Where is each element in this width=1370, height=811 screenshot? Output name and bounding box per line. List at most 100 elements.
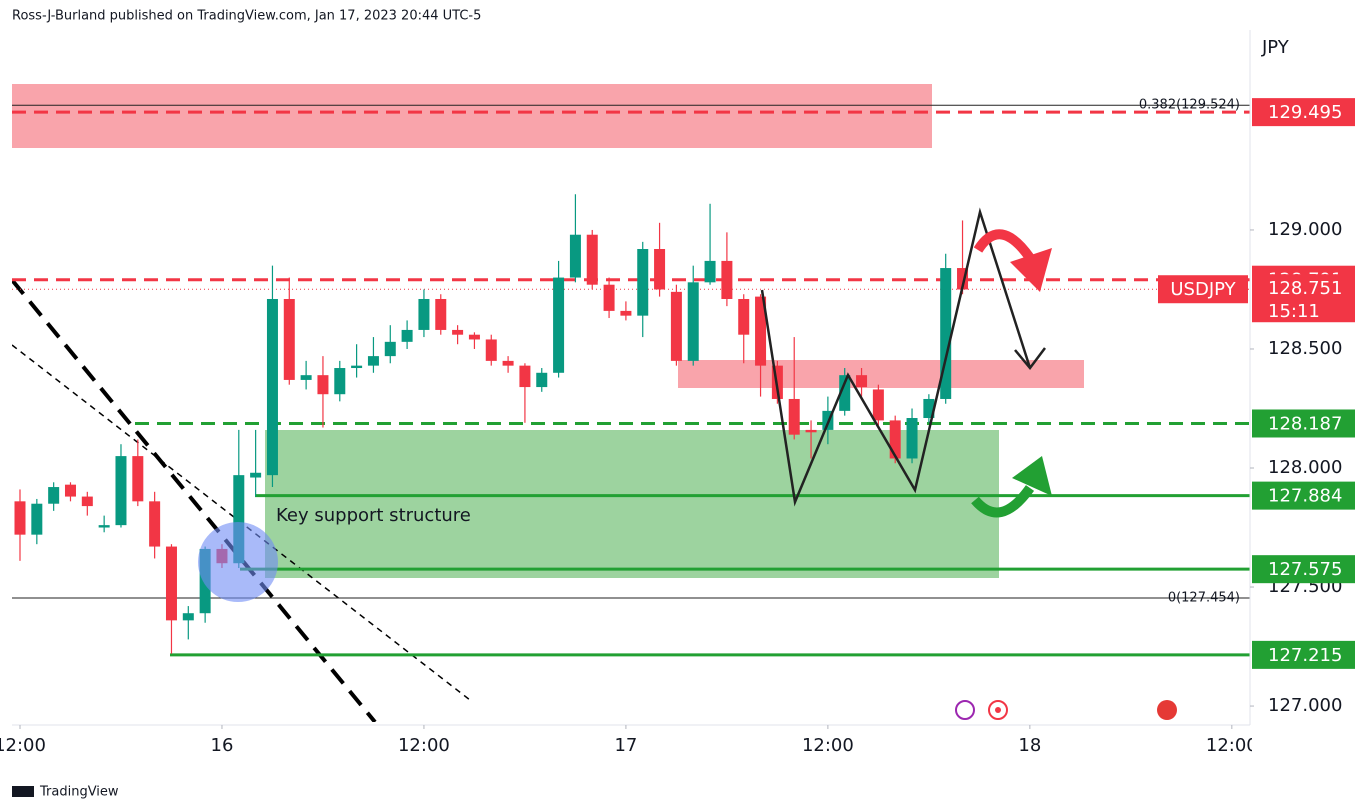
candle-body [906, 418, 918, 459]
candle-body [805, 429, 817, 433]
candle-body [687, 282, 699, 361]
candle-body [603, 284, 615, 311]
candle-body [502, 360, 514, 366]
y-tick-label: 129.000 [1268, 219, 1342, 240]
annotation: Key support structure [276, 505, 471, 526]
level-label: 127.215 [1268, 645, 1342, 666]
flag-icon[interactable] [1157, 700, 1177, 720]
fib-label: 0.382(129.524) [1139, 98, 1240, 113]
candle-body [418, 298, 430, 330]
event-icon[interactable] [988, 700, 1008, 720]
candle-body [81, 496, 93, 507]
candle-body [738, 298, 750, 335]
candle-body [755, 296, 767, 366]
candle-body [485, 339, 497, 361]
level-label-box [1252, 481, 1355, 510]
candle-body [334, 368, 346, 395]
candle-body [300, 375, 312, 380]
candle-body [317, 375, 329, 395]
level-label: 129.495 [1268, 102, 1342, 123]
x-axis: 12:00 16 12:00 17 12:00 18 12:00 [0, 725, 1258, 756]
resistance-zone [12, 84, 932, 148]
y-tick-label: 128.000 [1268, 457, 1342, 478]
candle-body [367, 356, 379, 366]
candle-body [569, 234, 581, 278]
candle-body [553, 277, 565, 373]
candle-body [115, 456, 127, 526]
candle-body [704, 260, 716, 283]
red-arrowhead [1010, 248, 1052, 292]
candle-body [788, 398, 800, 435]
level-label: 128.187 [1268, 413, 1342, 434]
candle-body [384, 341, 396, 357]
candle-body [48, 487, 60, 504]
candle-body [132, 456, 144, 502]
last-price-box [1252, 274, 1355, 323]
candle-body [670, 291, 682, 361]
level-label-box [1252, 409, 1355, 438]
symbol: USDJPY [1170, 279, 1236, 300]
candle-body [250, 472, 262, 478]
last-price: 128.751 [1268, 278, 1342, 299]
candle-body [839, 375, 851, 411]
candle-body [64, 484, 76, 497]
candle-body [923, 398, 935, 419]
level-label-box [1252, 555, 1355, 584]
candle-body [401, 329, 413, 342]
candle-body [351, 365, 363, 369]
candle-body [889, 420, 901, 459]
candle-body [721, 260, 733, 299]
candle-body [654, 249, 666, 290]
candle-body [165, 546, 177, 621]
countdown: 15:11 [1268, 301, 1320, 322]
footer: TradingView [39, 785, 119, 800]
x-tick-label: 16 [211, 735, 234, 756]
annotations: Key support structure Ross-J-Burland pub… [12, 9, 1290, 800]
highlight-circle [198, 522, 278, 602]
zones [12, 84, 1084, 722]
candle-body [637, 249, 649, 316]
y-tick-label: 127.000 [1268, 695, 1342, 716]
fib-label: 0(127.454) [1168, 590, 1240, 605]
level-label-box [1252, 98, 1355, 127]
support-zone [265, 430, 999, 578]
x-tick-label: 12:00 [398, 735, 450, 756]
candle-body [283, 298, 295, 380]
candle-body [586, 234, 598, 285]
green-arrowhead [1012, 456, 1052, 496]
x-tick-label: 12:00 [1206, 735, 1258, 756]
currency: JPY [1261, 37, 1290, 58]
candle-body [468, 334, 480, 340]
event-icon-dot [995, 707, 1001, 713]
x-tick-label: 17 [614, 735, 637, 756]
candle-body [957, 268, 969, 290]
level-label-box [1252, 640, 1355, 669]
green-arrow [971, 485, 1035, 518]
candle-body [856, 375, 868, 388]
candle-body [940, 268, 952, 399]
candle-body [14, 501, 26, 535]
arrowhead [1014, 347, 1046, 371]
logo [12, 786, 34, 797]
symbol-box [1158, 275, 1248, 304]
chart-title: Ross-J-Burland published on TradingView.… [12, 9, 481, 24]
candle-body [536, 372, 548, 388]
x-tick-label: 12:00 [0, 735, 46, 756]
candle-body [266, 298, 278, 476]
candle-body [620, 310, 632, 316]
trend-line [12, 278, 377, 722]
axes: 0.382(129.524)0(127.454)127.000127.50012… [0, 30, 1355, 756]
x-tick-label: 18 [1018, 735, 1041, 756]
candle-body [872, 389, 884, 421]
candle-body [31, 503, 43, 535]
candle-body [149, 501, 161, 547]
level-label: 127.575 [1268, 559, 1342, 580]
candle-body [233, 475, 245, 564]
candle-body [519, 365, 531, 388]
event-icon[interactable] [955, 700, 975, 720]
level-label: 127.884 [1268, 486, 1342, 507]
y-tick-label: 128.500 [1268, 338, 1342, 359]
red-arrow [973, 229, 1035, 261]
pink-zone [678, 360, 1084, 388]
